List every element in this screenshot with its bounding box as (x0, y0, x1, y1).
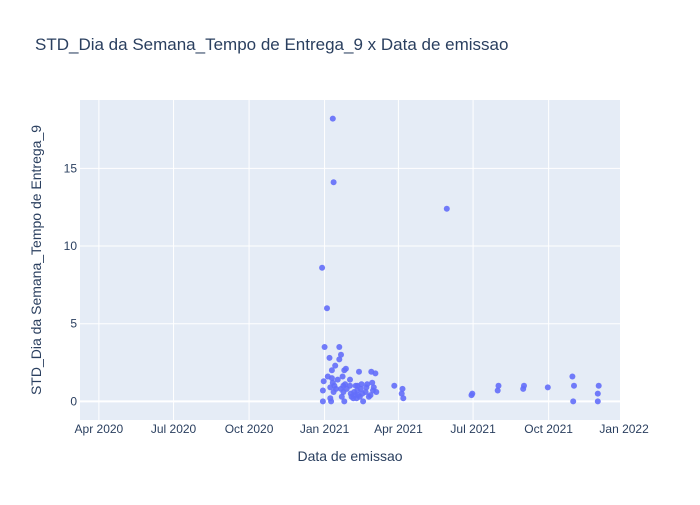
data-point[interactable] (330, 179, 337, 186)
data-point[interactable] (347, 376, 353, 383)
data-point[interactable] (328, 375, 335, 382)
x-tick-label: Jan 2021 (300, 422, 350, 436)
x-tick-label: Jan 2022 (599, 422, 649, 436)
x-tick-label: Jul 2021 (450, 422, 496, 436)
data-point[interactable] (336, 344, 343, 350)
data-point[interactable] (324, 305, 330, 312)
data-point[interactable] (357, 385, 364, 392)
data-point[interactable] (338, 351, 344, 358)
data-point[interactable] (370, 384, 377, 391)
data-point[interactable] (594, 390, 601, 397)
gridlines (80, 100, 625, 420)
data-point[interactable] (333, 385, 339, 392)
data-point[interactable] (342, 381, 349, 388)
data-point[interactable] (469, 390, 476, 397)
data-point[interactable] (369, 379, 376, 386)
x-tick-label: Oct 2021 (524, 422, 573, 436)
data-point[interactable] (399, 385, 406, 392)
data-point[interactable] (544, 384, 551, 391)
data-point[interactable] (595, 382, 602, 389)
data-point[interactable] (332, 362, 339, 369)
x-tick-label: Jul 2020 (151, 422, 197, 436)
data-point[interactable] (329, 115, 336, 122)
data-point[interactable] (367, 392, 374, 399)
data-point[interactable] (328, 367, 335, 374)
plot-area (80, 100, 620, 420)
data-point[interactable] (334, 376, 341, 383)
data-point[interactable] (356, 368, 362, 375)
data-point[interactable] (398, 390, 405, 397)
y-tick-label: 15 (64, 161, 78, 175)
data-point[interactable] (364, 381, 371, 388)
data-point[interactable] (569, 373, 576, 380)
y-tick-label: 0 (70, 394, 77, 408)
y-tick-label: 10 (64, 239, 78, 253)
data-point[interactable] (338, 393, 345, 400)
data-point[interactable] (373, 389, 380, 395)
y-tick-label: 5 (70, 317, 77, 331)
data-point[interactable] (360, 398, 367, 405)
data-point[interactable] (521, 382, 527, 389)
data-point[interactable] (391, 382, 398, 389)
data-point[interactable] (326, 354, 333, 361)
x-tick-label: Apr 2020 (75, 422, 124, 436)
data-point[interactable] (362, 389, 369, 395)
data-point[interactable] (571, 382, 577, 389)
data-point[interactable] (372, 370, 379, 377)
y-axis-label: STD_Dia da Semana_Tempo de Entrega_9 (28, 125, 44, 395)
data-point[interactable] (339, 373, 346, 380)
data-point[interactable] (358, 381, 365, 388)
x-tick-label: Oct 2020 (225, 422, 274, 436)
data-point[interactable] (342, 365, 349, 372)
x-axis-label: Data de emissao (297, 448, 402, 464)
data-point[interactable] (320, 378, 327, 385)
x-tick-label: Apr 2021 (374, 422, 423, 436)
x-axis-ticks: Apr 2020 Jul 2020 Oct 2020 Jan 2021 Apr 2021… (75, 422, 650, 436)
data-point[interactable] (319, 264, 326, 271)
data-point[interactable] (321, 344, 328, 350)
data-point[interactable] (341, 398, 348, 405)
y-axis-ticks: 0 5 10 15 (64, 161, 78, 408)
data-point[interactable] (594, 398, 601, 405)
data-point[interactable] (347, 382, 353, 389)
data-points (319, 115, 602, 405)
data-point[interactable] (319, 387, 326, 394)
chart-title: STD_Dia da Semana_Tempo de Entrega_9 x D… (35, 35, 508, 54)
data-point[interactable] (443, 205, 450, 212)
data-point[interactable] (336, 356, 343, 363)
data-point[interactable] (319, 398, 326, 405)
data-point[interactable] (328, 398, 335, 405)
data-point[interactable] (494, 387, 501, 394)
data-point[interactable] (570, 398, 577, 405)
data-point[interactable] (495, 382, 502, 389)
data-point[interactable] (400, 395, 407, 402)
